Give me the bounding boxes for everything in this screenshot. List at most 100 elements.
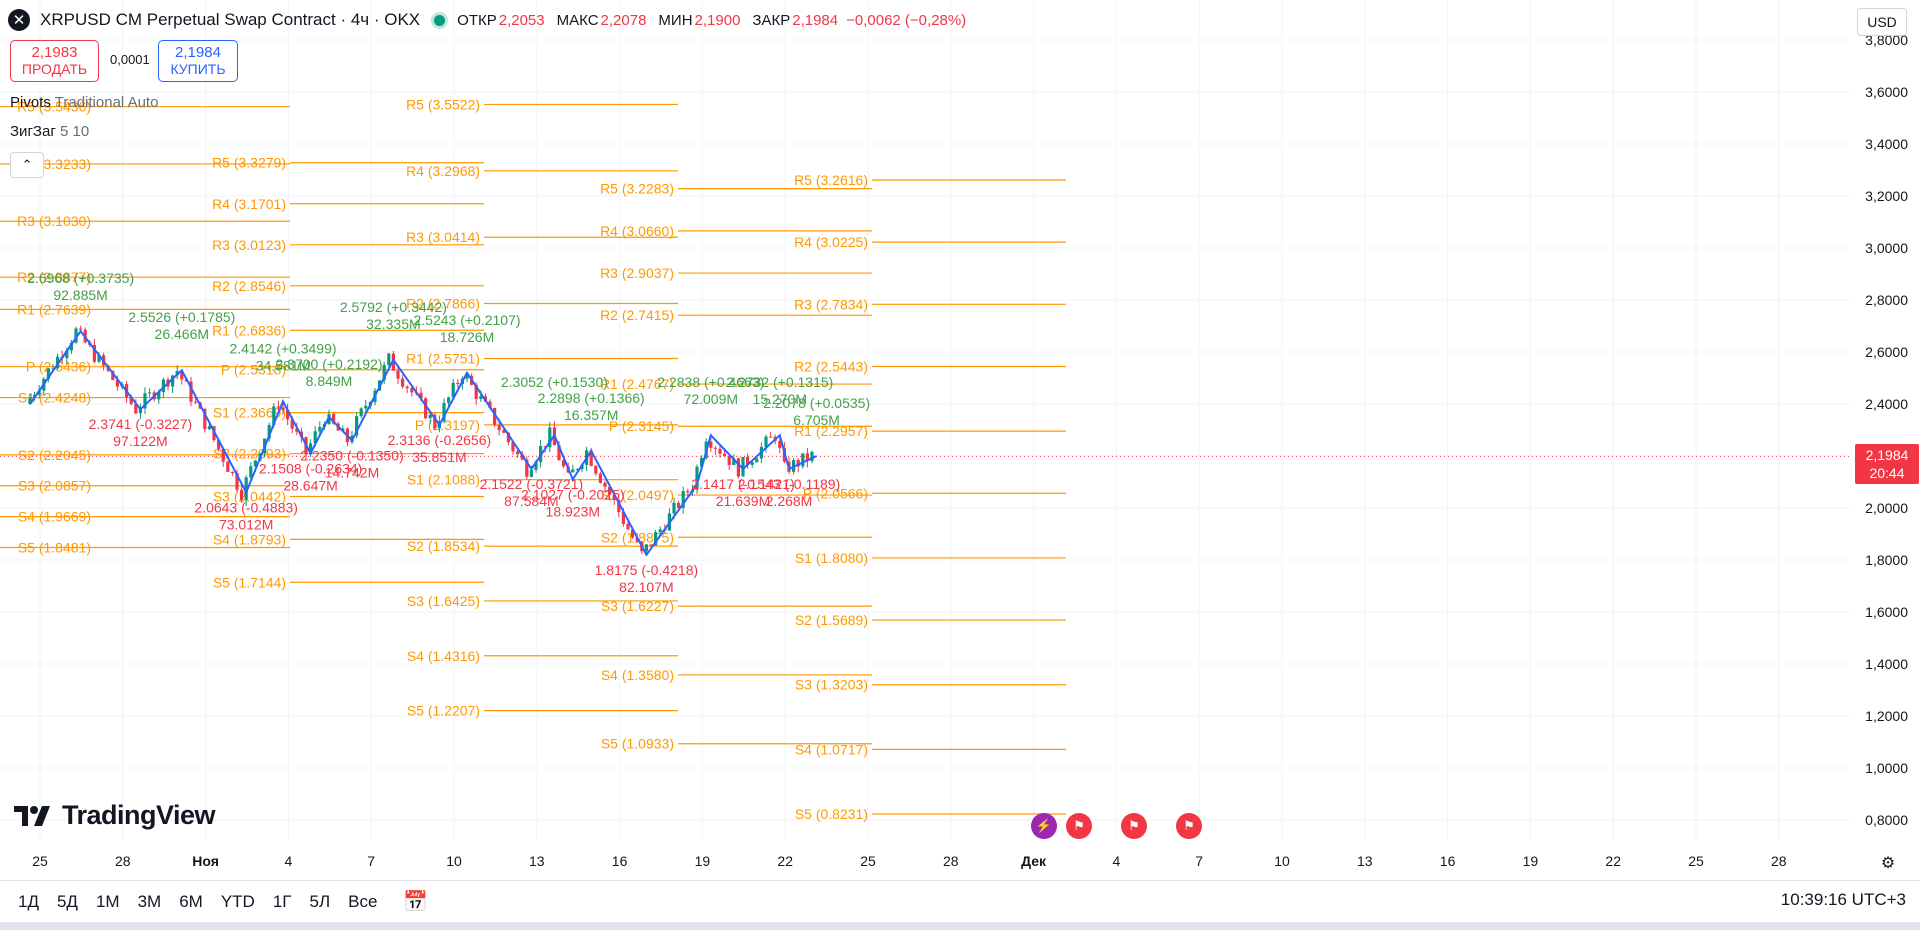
candle (695, 466, 699, 490)
currency-select[interactable]: USD (1857, 8, 1907, 36)
zigzag-price-label: 2.1543 (-0.1189) (738, 476, 840, 492)
lightning-icon[interactable]: ⚡ (1031, 813, 1057, 839)
candle (442, 402, 446, 422)
range-5y[interactable]: 5Л (309, 891, 331, 911)
zigzag-volume-label: 15.270M (753, 391, 807, 407)
candle (580, 464, 584, 470)
range-3m[interactable]: 3М (137, 891, 162, 911)
time-tick: 10 (1274, 853, 1290, 869)
candle (111, 370, 115, 380)
price-tick: 3,6000 (1865, 84, 1908, 100)
candle (157, 391, 161, 400)
candle (405, 386, 409, 389)
candle (272, 406, 276, 426)
candle (253, 460, 257, 467)
spread-value: 0,0001 (110, 52, 150, 67)
pivots-name: Pivots (10, 94, 51, 111)
candle (396, 370, 400, 379)
price-chart[interactable]: R5 (3.5436)R4 (3.3233)R3 (3.1030)R2 (2.8… (0, 0, 1920, 880)
zigzag-volume-label: 2.268M (766, 493, 813, 509)
tradingview-logo-icon (14, 805, 50, 826)
time-tick: 7 (367, 853, 375, 869)
candle (290, 419, 294, 429)
zigzag-volume-label: 18.923M (546, 503, 600, 519)
close-value: 2,1984 (792, 11, 839, 29)
last-price-value: 2,1984 (1865, 447, 1909, 463)
tradingview-logo[interactable]: TradingView (14, 800, 216, 831)
candle (143, 393, 147, 409)
sell-button[interactable]: 2,1983 ПРОДАТЬ (10, 40, 99, 82)
pivot-label: S4 (1.4316) (407, 648, 480, 664)
candle (37, 390, 41, 395)
open-value: 2,2053 (498, 11, 545, 29)
candle (115, 379, 119, 387)
time-tick: 16 (612, 853, 628, 869)
candle (718, 448, 722, 454)
pivot-label: S1 (2.1088) (407, 472, 480, 488)
time-tick: 28 (943, 853, 959, 869)
zigzag-volume-label: 87.584M (504, 493, 558, 509)
pivot-label: R2 (2.7866) (406, 295, 480, 311)
zigzag-price-label: 2.3700 (+0.2192) (275, 356, 382, 372)
candle (764, 436, 768, 447)
pivots-legend[interactable]: Pivots Traditional Auto (10, 94, 158, 111)
range-5d[interactable]: 5Д (56, 891, 78, 911)
candle (281, 407, 285, 411)
clock[interactable]: 10:39:16 UTC+3 (1780, 890, 1906, 909)
candle (543, 446, 547, 448)
us-flag-icon[interactable]: ⚑ (1121, 813, 1147, 839)
candle (276, 406, 280, 408)
us-flag-icon[interactable]: ⚑ (1066, 813, 1092, 839)
pivot-label: R4 (3.1701) (212, 196, 286, 212)
range-6m[interactable]: 6М (179, 891, 203, 911)
candle (713, 447, 717, 449)
calendar-icon[interactable]: 📅 (403, 891, 429, 913)
range-1d[interactable]: 1Д (18, 891, 39, 911)
time-tick: 22 (777, 853, 793, 869)
zigzag-price-label: 2.5792 (+0.3442) (340, 299, 447, 315)
candle (230, 471, 234, 474)
candle (598, 473, 602, 483)
time-tick: Ноя (192, 853, 219, 869)
range-ytd[interactable]: YTD (220, 891, 255, 911)
us-flag-icon[interactable]: ⚑ (1176, 813, 1202, 839)
candle (138, 408, 142, 414)
range-1y[interactable]: 1Г (272, 891, 292, 911)
candle (332, 414, 336, 424)
collapse-legend-button[interactable]: ⌃ (10, 152, 44, 178)
zigzag-volume-label: 21.639M (716, 493, 770, 509)
candle (249, 466, 253, 478)
candle (267, 425, 271, 439)
pivot-label: R5 (3.5522) (406, 96, 480, 112)
time-tick: 19 (1523, 853, 1539, 869)
range-1m[interactable]: 1М (95, 891, 120, 911)
candle (635, 537, 639, 542)
candle (617, 500, 621, 513)
pivot-label: P (2.3145) (609, 418, 674, 434)
candle (778, 440, 782, 449)
symbol-title[interactable]: XRPUSD CM Perpetual Swap Contract · 4ч ·… (40, 10, 421, 29)
pivot-label: R5 (3.3279) (212, 155, 286, 171)
zigzag-volume-label: 82.107M (619, 579, 673, 595)
pivots-settings: Traditional Auto (54, 94, 159, 111)
buy-button[interactable]: 2,1984 КУПИТЬ (158, 40, 238, 82)
zigzag-price-label: 1.8175 (-0.4218) (595, 562, 699, 578)
candle (65, 350, 69, 359)
candle (97, 355, 101, 362)
candle (608, 486, 612, 495)
time-tick: 19 (695, 853, 711, 869)
zigzag-price-label: 2.3052 (+0.1530) (501, 374, 608, 390)
candle (548, 427, 552, 448)
candle (750, 462, 754, 465)
pivot-label: S2 (1.5689) (795, 612, 868, 628)
pivot-label: S3 (2.0442) (213, 489, 286, 505)
zigzag-legend[interactable]: ЗигЗаг 5 10 (10, 123, 89, 140)
price-tick: 0,8000 (1865, 812, 1908, 828)
zigzag-volume-label: 34.581M (256, 357, 310, 373)
candle (594, 465, 598, 474)
range-all[interactable]: Все (348, 891, 378, 911)
zigzag-price-label: 2.2078 (+0.0535) (763, 395, 870, 411)
candle (203, 408, 207, 430)
zigzag-volume-label: 8.849M (306, 373, 353, 389)
